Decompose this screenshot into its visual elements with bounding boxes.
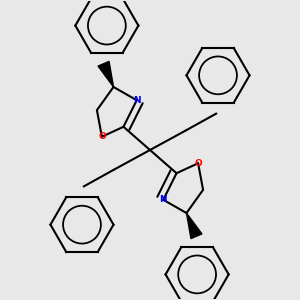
Polygon shape [187, 213, 202, 239]
Polygon shape [98, 61, 113, 87]
Text: N: N [160, 195, 167, 204]
Text: O: O [194, 159, 202, 168]
Text: O: O [98, 132, 106, 141]
Text: N: N [133, 96, 140, 105]
